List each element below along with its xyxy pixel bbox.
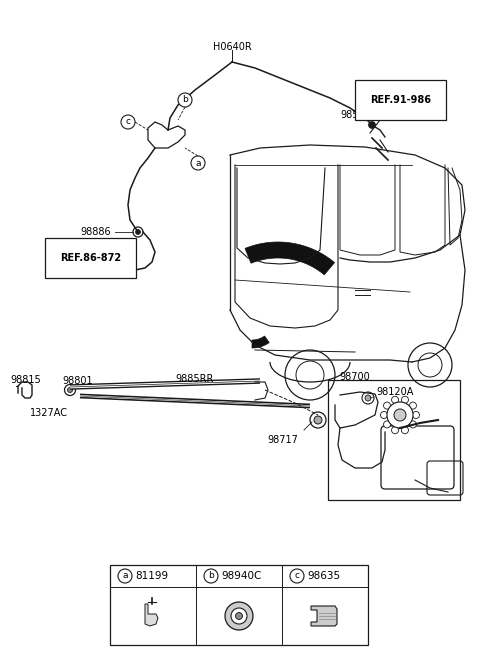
Circle shape xyxy=(290,569,304,583)
Circle shape xyxy=(310,412,326,428)
Bar xyxy=(110,565,368,645)
Circle shape xyxy=(236,613,242,619)
Circle shape xyxy=(409,402,417,409)
Polygon shape xyxy=(311,606,337,626)
Circle shape xyxy=(387,402,413,428)
Text: 9885RR: 9885RR xyxy=(176,374,214,384)
Text: 98635: 98635 xyxy=(307,571,340,581)
Circle shape xyxy=(121,115,135,129)
Text: 98700: 98700 xyxy=(340,372,371,382)
Circle shape xyxy=(204,569,218,583)
Circle shape xyxy=(401,396,408,403)
Text: a: a xyxy=(195,159,201,167)
Circle shape xyxy=(412,411,420,419)
Circle shape xyxy=(369,121,375,129)
Text: 98120A: 98120A xyxy=(376,387,413,397)
Text: 98940C: 98940C xyxy=(221,571,262,581)
Circle shape xyxy=(191,156,205,170)
Text: 1327AC: 1327AC xyxy=(30,408,68,418)
Circle shape xyxy=(384,421,391,428)
Circle shape xyxy=(178,93,192,107)
Text: REF.91-986: REF.91-986 xyxy=(370,95,431,105)
Text: a: a xyxy=(122,571,128,581)
Circle shape xyxy=(401,426,408,434)
Circle shape xyxy=(394,409,406,421)
Circle shape xyxy=(381,411,387,419)
Circle shape xyxy=(231,608,247,624)
Text: H0640R: H0640R xyxy=(213,42,252,52)
Text: 98801: 98801 xyxy=(62,376,93,386)
Text: b: b xyxy=(182,96,188,104)
Text: 98717: 98717 xyxy=(267,435,298,445)
Text: c: c xyxy=(295,571,300,581)
Circle shape xyxy=(314,416,322,424)
Text: REF.86-872: REF.86-872 xyxy=(60,253,121,263)
Polygon shape xyxy=(252,336,269,348)
Circle shape xyxy=(392,426,398,434)
Circle shape xyxy=(225,602,253,630)
Circle shape xyxy=(118,569,132,583)
Circle shape xyxy=(392,396,398,403)
Text: 98516: 98516 xyxy=(340,110,371,120)
Circle shape xyxy=(384,402,391,409)
Circle shape xyxy=(362,392,374,404)
Text: 81199: 81199 xyxy=(135,571,168,581)
Circle shape xyxy=(68,388,72,392)
Text: c: c xyxy=(125,117,131,127)
Text: 98886: 98886 xyxy=(80,227,110,237)
Circle shape xyxy=(409,421,417,428)
Circle shape xyxy=(64,384,75,396)
Bar xyxy=(328,380,460,500)
Text: b: b xyxy=(208,571,214,581)
Circle shape xyxy=(365,395,371,401)
Polygon shape xyxy=(145,604,158,626)
Polygon shape xyxy=(245,242,335,275)
Text: 98815: 98815 xyxy=(10,375,41,385)
Circle shape xyxy=(135,230,141,234)
